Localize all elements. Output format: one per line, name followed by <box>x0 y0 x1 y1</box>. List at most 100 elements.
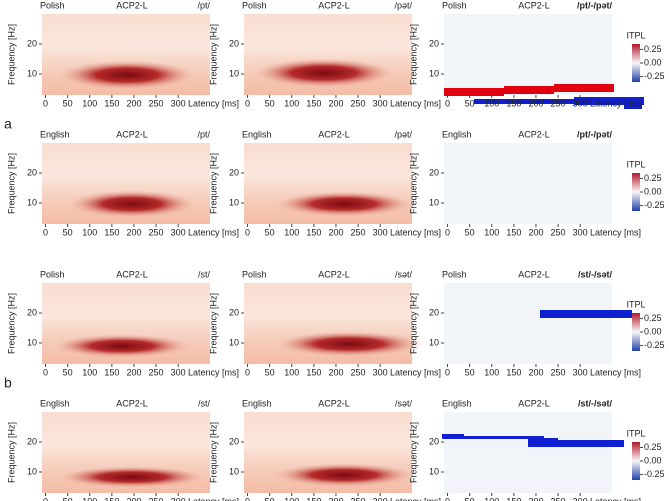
x-tick-label: 150 <box>306 98 321 108</box>
group-label: English <box>442 398 472 408</box>
x-tick-label: 0 <box>43 367 48 377</box>
x-tick-label: 300 <box>171 227 186 237</box>
x-tick-label: 200 <box>328 367 343 377</box>
condition: /st/ <box>198 398 211 408</box>
y-axis-label: Frequency [Hz] <box>6 153 16 214</box>
panel-title: ACP2-L <box>518 0 550 10</box>
x-tick-label: 50 <box>465 496 475 501</box>
colorbar-tick-label: -0.25 <box>644 200 665 210</box>
significance <box>624 102 642 109</box>
power-blob <box>274 191 414 217</box>
x-tick-label: 100 <box>484 367 499 377</box>
x-tick-label: 250 <box>149 496 164 501</box>
x-tick-label: 50 <box>265 227 275 237</box>
x-tick-label: 0 <box>43 98 48 108</box>
x-axis-label: Latency [ms] <box>390 367 441 377</box>
x-tick-label: 200 <box>328 98 343 108</box>
x-tick-label: 250 <box>351 496 366 501</box>
x-axis-label: Latency [ms] <box>590 367 641 377</box>
y-tick-label: 10 <box>429 337 439 347</box>
condition: /sət/ <box>395 269 413 279</box>
y-tick-label: 20 <box>229 307 239 317</box>
y-tick-label: 20 <box>27 307 37 317</box>
y-tick-label: 20 <box>27 38 37 48</box>
heatmap <box>444 143 612 224</box>
x-tick-label: 200 <box>528 98 543 108</box>
x-tick-label: 200 <box>126 227 141 237</box>
x-axis-label: Latency [ms] <box>390 227 441 237</box>
colorbar-tick-label: 0.00 <box>644 326 662 336</box>
significance <box>504 86 554 94</box>
x-tick-label: 300 <box>373 367 388 377</box>
x-tick-label: 250 <box>551 367 566 377</box>
y-tick-label: 20 <box>429 436 439 446</box>
y-tick-label: 10 <box>429 68 439 78</box>
power-blob <box>57 60 197 90</box>
group-label: Polish <box>40 0 65 10</box>
y-tick-label: 20 <box>27 167 37 177</box>
x-axis-label: Latency [ms] <box>390 496 441 501</box>
panel-title: ACP2-L <box>318 129 350 139</box>
significance <box>540 310 632 318</box>
colorbar-tick-label: -0.25 <box>644 469 665 479</box>
x-tick-label: 200 <box>528 227 543 237</box>
colorbar-tick-label: 0.00 <box>644 455 662 465</box>
colorbar <box>632 173 640 211</box>
x-tick-label: 100 <box>284 496 299 501</box>
x-tick-label: 0 <box>445 98 450 108</box>
y-tick-label: 20 <box>429 167 439 177</box>
y-axis-label: Frequency [Hz] <box>408 422 418 483</box>
power-blob <box>272 463 416 487</box>
x-tick-label: 50 <box>63 227 73 237</box>
colorbar-tick-label: -0.25 <box>644 340 665 350</box>
y-tick-label: 20 <box>429 38 439 48</box>
x-tick-label: 50 <box>265 496 275 501</box>
panel-title: ACP2-L <box>318 0 350 10</box>
x-tick-label: 100 <box>82 496 97 501</box>
colorbar-tick-label: 0.00 <box>644 57 662 67</box>
y-tick-label: 10 <box>27 337 37 347</box>
condition: /st/ <box>198 269 211 279</box>
y-tick-label: 10 <box>27 466 37 476</box>
x-tick-label: 100 <box>484 227 499 237</box>
power-blob <box>57 466 207 488</box>
x-tick-label: 300 <box>373 227 388 237</box>
x-tick-label: 300 <box>573 227 588 237</box>
panel-title: ACP2-L <box>518 269 550 279</box>
colorbar-tick-label: 0.25 <box>644 442 662 452</box>
x-axis-label: Latency [ms] <box>390 98 441 108</box>
condition: /pt/-/pət/ <box>577 0 612 10</box>
y-axis-label: Frequency [Hz] <box>408 24 418 85</box>
x-tick-label: 250 <box>149 98 164 108</box>
x-tick-label: 150 <box>306 227 321 237</box>
y-axis-label: Frequency [Hz] <box>6 422 16 483</box>
x-tick-label: 0 <box>445 496 450 501</box>
group-label: Polish <box>40 269 65 279</box>
condition: /st/-/sət/ <box>578 398 613 408</box>
significance <box>442 434 464 439</box>
x-tick-label: 0 <box>245 98 250 108</box>
x-tick-label: 150 <box>506 496 521 501</box>
x-axis-label: Latency [ms] <box>188 367 239 377</box>
row-label: a <box>4 116 12 132</box>
x-tick-label: 100 <box>284 367 299 377</box>
x-tick-label: 250 <box>551 496 566 501</box>
x-tick-label: 150 <box>306 496 321 501</box>
x-tick-label: 0 <box>445 227 450 237</box>
x-tick-label: 250 <box>149 227 164 237</box>
group-label: English <box>442 129 472 139</box>
x-tick-label: 50 <box>265 367 275 377</box>
group-label: English <box>242 129 272 139</box>
group-label: English <box>242 398 272 408</box>
x-axis-label: Latency [ms] <box>188 496 239 501</box>
x-tick-label: 50 <box>63 367 73 377</box>
y-tick-label: 10 <box>429 197 439 207</box>
x-tick-label: 300 <box>171 98 186 108</box>
significance <box>554 440 624 447</box>
x-tick-label: 50 <box>63 496 73 501</box>
x-axis-label: Latency [ms] <box>590 98 641 108</box>
x-tick-label: 0 <box>245 496 250 501</box>
x-tick-label: 150 <box>506 367 521 377</box>
significance <box>554 84 614 92</box>
colorbar-label: ITPL <box>626 428 645 438</box>
